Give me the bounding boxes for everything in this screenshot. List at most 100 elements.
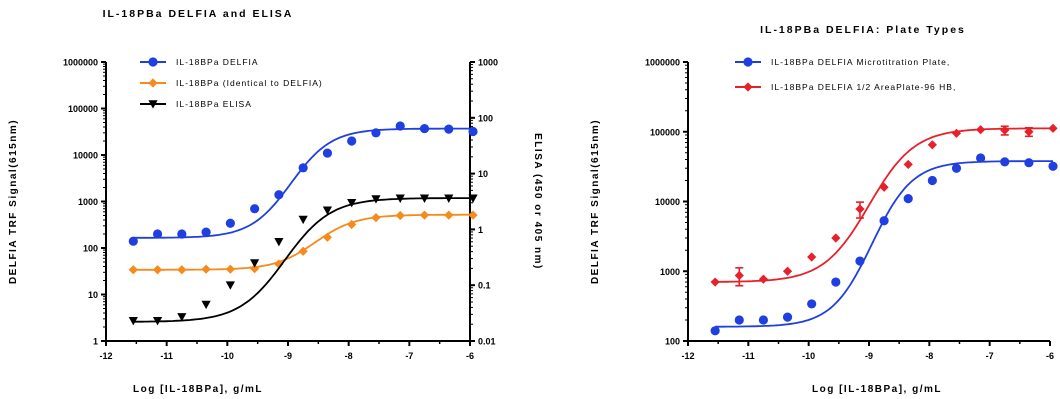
x-tick-label: -11 bbox=[160, 351, 173, 361]
x-tick-label: -10 bbox=[221, 351, 234, 361]
x-tick-label: -11 bbox=[742, 351, 755, 361]
x-tick-label: -12 bbox=[681, 351, 694, 361]
data-point bbox=[468, 126, 478, 137]
data-point bbox=[710, 277, 720, 287]
x-tick-label: -8 bbox=[345, 351, 353, 361]
data-point bbox=[128, 265, 138, 275]
data-point bbox=[419, 210, 430, 220]
data-point bbox=[225, 264, 235, 274]
legend-label: IL-18BPa DELFIA Microtitration Plate, bbox=[771, 57, 950, 67]
data-point bbox=[250, 204, 260, 214]
data-point bbox=[152, 229, 163, 239]
x-tick-label: -10 bbox=[802, 351, 815, 361]
data-point bbox=[347, 219, 357, 230]
data-point bbox=[371, 213, 381, 223]
x-tick-label: -6 bbox=[466, 351, 474, 361]
data-point bbox=[444, 124, 454, 134]
y-axis-label: DELFIA TRF Signal(615nm) bbox=[590, 119, 601, 284]
y-tick-label: 1000 bbox=[78, 197, 98, 207]
data-point bbox=[177, 229, 187, 239]
data-point bbox=[274, 237, 284, 247]
data-point bbox=[128, 317, 138, 326]
y-tick-label: 100 bbox=[83, 244, 98, 254]
legend-label: IL-18BPa ELISA bbox=[176, 99, 252, 109]
data-point bbox=[152, 317, 163, 326]
y2-tick-label: 1000 bbox=[478, 58, 498, 68]
data-point bbox=[734, 315, 744, 325]
data-point bbox=[951, 163, 962, 173]
data-point bbox=[152, 265, 163, 275]
y2-tick-label: 0.1 bbox=[478, 281, 491, 291]
data-point bbox=[201, 227, 211, 237]
y-tick-label: 100000 bbox=[68, 104, 98, 114]
data-point bbox=[976, 153, 986, 163]
y2-tick-label: 10 bbox=[478, 169, 488, 179]
data-point bbox=[201, 300, 211, 310]
data-point bbox=[322, 206, 333, 215]
data-point bbox=[225, 218, 235, 228]
y-tick-label: 100000 bbox=[650, 127, 680, 137]
y-tick-label: 1000000 bbox=[645, 58, 680, 68]
x-axis-label: Log [IL-18BPa], g/mL bbox=[133, 384, 263, 395]
y2-tick-label: 100 bbox=[478, 113, 493, 123]
data-point bbox=[419, 123, 430, 134]
data-point bbox=[298, 215, 308, 225]
data-point bbox=[807, 252, 817, 262]
data-point bbox=[201, 264, 211, 274]
x-tick-label: -7 bbox=[986, 351, 994, 361]
data-point bbox=[419, 194, 430, 203]
chart-title: IL-18PBa DELFIA and ELISA bbox=[103, 8, 294, 20]
data-point bbox=[831, 233, 841, 243]
legend-marker bbox=[148, 78, 158, 88]
series-fit-curve bbox=[133, 197, 473, 323]
data-point bbox=[807, 299, 817, 309]
data-point bbox=[1048, 123, 1058, 133]
data-point bbox=[444, 210, 454, 220]
data-point bbox=[322, 148, 333, 158]
data-point bbox=[347, 136, 357, 146]
data-point bbox=[782, 312, 793, 322]
data-point bbox=[468, 194, 478, 203]
y-tick-label: 10 bbox=[88, 290, 98, 300]
x-tick-label: -12 bbox=[99, 351, 112, 361]
data-point bbox=[976, 125, 986, 135]
y-axis-label: DELFIA TRF Signal(615nm) bbox=[8, 119, 19, 284]
y-tick-label: 10000 bbox=[655, 197, 680, 207]
data-point bbox=[903, 194, 913, 204]
data-point bbox=[1000, 157, 1010, 167]
y2-tick-label: 1 bbox=[478, 225, 483, 235]
y-tick-label: 1 bbox=[93, 337, 98, 347]
data-point bbox=[758, 274, 769, 284]
x-tick-label: -9 bbox=[284, 351, 292, 361]
data-point bbox=[710, 326, 720, 336]
data-point bbox=[903, 159, 913, 170]
data-point bbox=[927, 140, 937, 150]
data-point bbox=[1024, 127, 1034, 137]
data-point bbox=[927, 175, 937, 186]
data-point bbox=[177, 313, 187, 322]
legend-label: IL-18BPa (Identical to DELFIA) bbox=[176, 78, 323, 88]
data-point bbox=[250, 264, 260, 274]
x-axis-label: Log [IL-18BPa], g/mL bbox=[812, 384, 942, 395]
data-point bbox=[347, 198, 357, 208]
right-chart-panel: IL-18PBa DELFIA: Plate Types -12 -11 -10 -9 -… bbox=[590, 24, 1058, 395]
data-point bbox=[758, 315, 769, 325]
x-tick-label: -7 bbox=[405, 351, 413, 361]
data-point bbox=[298, 163, 308, 173]
data-point bbox=[395, 121, 405, 131]
data-point bbox=[274, 190, 284, 200]
data-point bbox=[879, 182, 889, 192]
data-point bbox=[879, 216, 889, 226]
data-point bbox=[855, 204, 865, 214]
data-point bbox=[1024, 158, 1034, 168]
data-point bbox=[322, 232, 333, 242]
data-point bbox=[734, 270, 744, 281]
data-point bbox=[395, 194, 405, 203]
left-chart-panel: IL-18PBa DELFIA and ELISA -12 -11 -10 -9 -8 -7… bbox=[8, 8, 543, 395]
legend-marker bbox=[148, 100, 158, 109]
legend-marker bbox=[743, 82, 753, 92]
chart-title: IL-18PBa DELFIA: Plate Types bbox=[760, 24, 966, 36]
legend-label: IL-18BPa DELFIA bbox=[176, 57, 259, 67]
data-point bbox=[468, 210, 478, 220]
